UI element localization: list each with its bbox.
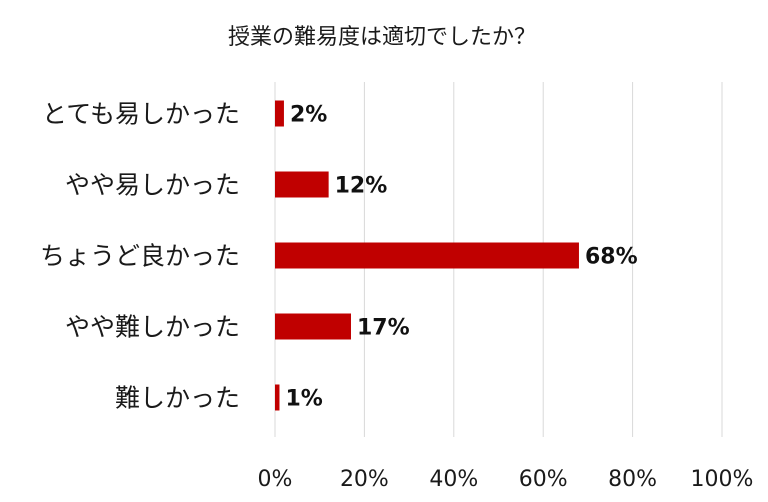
chart-title: 授業の難易度は適切でしたか？ (228, 25, 536, 50)
bar-2 (275, 242, 579, 269)
category-label-0: とても易しかった (42, 100, 240, 129)
x-tick-label-100: 100% (691, 467, 754, 492)
x-tick-label-20: 20% (340, 467, 389, 492)
x-tick-label-40: 40% (429, 467, 478, 492)
data-label-2: 68% (585, 245, 638, 270)
x-tick-label-60: 60% (519, 467, 568, 492)
x-tick-label-0: 0% (258, 467, 293, 492)
bar-layer (275, 100, 579, 411)
tick-layer: 0% 20% 40% 60% 80% 100% (258, 467, 754, 492)
data-label-4: 1% (285, 387, 322, 412)
data-label-3: 17% (357, 316, 410, 341)
x-tick-label-80: 80% (608, 467, 657, 492)
bar-3 (275, 313, 351, 340)
category-label-1: やや易しかった (65, 171, 240, 200)
bar-0 (275, 100, 284, 127)
category-label-4: 難しかった (115, 384, 240, 413)
data-label-0: 2% (290, 103, 327, 128)
label-layer: とても易しかった 2% やや易しかった 12% ちょうど良かった 68% やや難しかった 17… (40, 100, 638, 413)
category-label-2: ちょうど良かった (40, 242, 240, 271)
category-label-3: やや難しかった (65, 313, 240, 342)
bar-1 (275, 171, 329, 198)
data-label-1: 12% (335, 174, 388, 199)
bar-4 (275, 384, 280, 411)
